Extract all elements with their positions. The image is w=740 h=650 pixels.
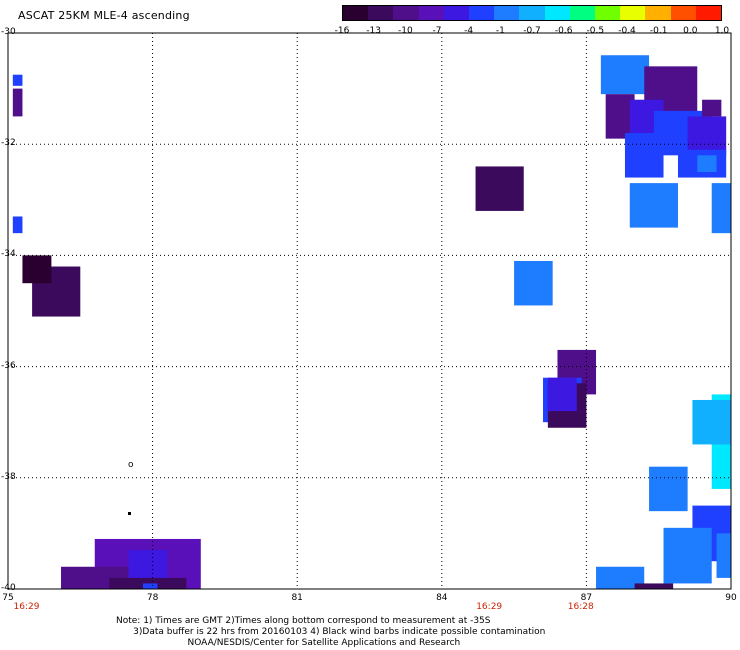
note-line-2: 3)Data buffer is 22 hrs from 20160103 4)… bbox=[116, 627, 546, 637]
wind-cell bbox=[663, 527, 712, 584]
colorbar-swatch bbox=[418, 6, 444, 20]
island-dot bbox=[128, 512, 131, 515]
lon-label: 90 bbox=[725, 593, 737, 603]
time-stamp: 16:29 bbox=[476, 602, 503, 612]
wind-cell bbox=[475, 166, 524, 211]
colorbar-label: -0.6 bbox=[554, 26, 573, 36]
wind-cell bbox=[716, 533, 731, 578]
wind-cell bbox=[605, 94, 635, 139]
colorbar-label: -10 bbox=[397, 26, 413, 36]
colorbar-label: 1.0 bbox=[714, 26, 730, 36]
wind-cell bbox=[22, 255, 52, 284]
colorbar-swatch bbox=[494, 6, 520, 20]
colorbar-swatch bbox=[620, 6, 646, 20]
wind-cell bbox=[547, 377, 577, 412]
wind-cell bbox=[634, 583, 674, 589]
colorbar-label: -7 bbox=[432, 26, 442, 36]
lon-label: 81 bbox=[291, 593, 303, 603]
wind-cell bbox=[649, 466, 688, 512]
lat-label: -36 bbox=[1, 360, 16, 371]
colorbar-label: -16 bbox=[334, 26, 350, 36]
colorbar-label: 0.0 bbox=[683, 26, 698, 36]
colorbar-swatch bbox=[343, 6, 369, 20]
colorbar-swatch bbox=[544, 6, 570, 20]
colorbar-label: -4 bbox=[464, 26, 474, 36]
time-stamp: 16:28 bbox=[567, 602, 594, 612]
wind-cell bbox=[692, 399, 731, 445]
colorbar-swatch bbox=[393, 6, 419, 20]
lat-label: -32 bbox=[1, 138, 16, 149]
wind-cell bbox=[697, 155, 717, 172]
lon-label: 78 bbox=[146, 593, 159, 603]
colorbar-swatch bbox=[469, 6, 495, 20]
colorbar-swatch bbox=[595, 6, 621, 20]
colorbar bbox=[342, 5, 722, 21]
lat-label: -34 bbox=[1, 249, 16, 260]
colorbar-label: -0.4 bbox=[618, 26, 636, 36]
note-line-1: Note: 1) Times are GMT 2)Times along bot… bbox=[116, 616, 491, 626]
colorbar-swatch bbox=[645, 6, 671, 20]
colorbar-label: -0.7 bbox=[523, 26, 541, 36]
wind-cell bbox=[142, 583, 158, 589]
wind-cell bbox=[702, 99, 722, 117]
wind-cell bbox=[711, 183, 731, 234]
lon-label: 87 bbox=[580, 593, 593, 603]
wind-cell bbox=[624, 133, 664, 178]
colorbar-swatch bbox=[519, 6, 545, 20]
colorbar-label: -0.5 bbox=[586, 26, 605, 36]
colorbar-swatch bbox=[368, 6, 394, 20]
lat-label: -40 bbox=[1, 583, 16, 593]
wind-cell bbox=[596, 566, 645, 589]
island-marker: o bbox=[128, 460, 134, 470]
colorbar-swatch bbox=[670, 6, 696, 20]
map-title: ASCAT 25KM MLE-4 ascending bbox=[18, 9, 190, 22]
lat-label: -38 bbox=[1, 471, 16, 482]
colorbar-label: -13 bbox=[366, 26, 382, 36]
colorbar-swatch bbox=[695, 6, 722, 20]
wind-cell bbox=[12, 216, 23, 234]
note-line-3: NOAA/NESDIS/Center for Satellite Applica… bbox=[116, 638, 461, 648]
wind-cell bbox=[12, 74, 23, 86]
wind-cells bbox=[12, 55, 731, 589]
wind-cell bbox=[514, 260, 553, 306]
colorbar-label: -1 bbox=[495, 26, 505, 36]
wind-cell bbox=[629, 183, 678, 228]
lat-label: -30 bbox=[1, 27, 16, 37]
wind-cell bbox=[687, 116, 727, 156]
footer-notes: Note: 1) Times are GMT 2)Times along bot… bbox=[116, 616, 545, 649]
colorbar-swatch bbox=[443, 6, 470, 20]
colorbar-swatch bbox=[569, 6, 596, 20]
lon-label: 75 bbox=[2, 593, 14, 603]
wind-cell bbox=[12, 88, 23, 117]
map-frame bbox=[7, 32, 732, 590]
colorbar-label: -0.1 bbox=[649, 26, 668, 36]
colorbar-labels: -16 -13 -10 -7 -4 -1 -0.7 -0.6 -0.5 -0.4 -0.1 0.0 1.… bbox=[328, 26, 738, 38]
wind-cell bbox=[600, 55, 650, 95]
lon-label: 84 bbox=[436, 593, 448, 603]
graticule bbox=[8, 33, 731, 589]
time-stamp: 16:29 bbox=[13, 602, 40, 612]
